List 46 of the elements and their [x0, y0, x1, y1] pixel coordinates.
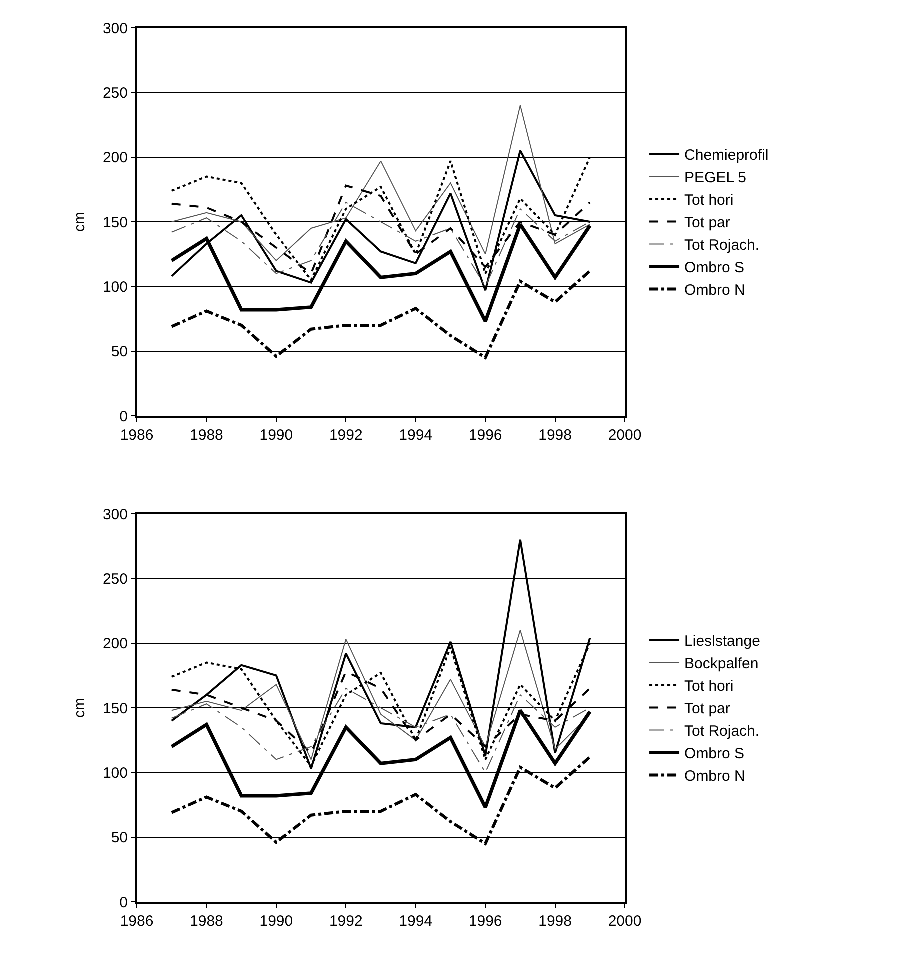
x-tick-label: 1988 [190, 427, 224, 444]
y-tick-label: 150 [102, 214, 128, 232]
y-axis-title: cm [72, 212, 89, 232]
y-tick-label: 50 [111, 344, 128, 361]
y-tick-label: 250 [102, 570, 128, 588]
legend-label: Ombro N [684, 282, 746, 300]
y-tick-label: 100 [102, 764, 128, 782]
legend-label: PEGEL 5 [684, 170, 747, 187]
y-tick-label: 0 [120, 894, 128, 912]
y-tick-label: 300 [102, 506, 128, 524]
y-axis-title: cm [72, 698, 89, 718]
legend-label: Tot Rojach. [684, 723, 760, 740]
legend-label: Tot par [684, 700, 730, 718]
x-tick-label: 1992 [329, 427, 363, 444]
x-tick-label: 2000 [608, 427, 642, 444]
x-tick-label: 1990 [260, 427, 294, 444]
y-tick-label: 200 [102, 636, 128, 653]
legend-label: Tot hori [684, 192, 734, 210]
y-tick-label: 100 [102, 278, 128, 296]
legend-label: Bockpalfen [684, 656, 759, 673]
legend-label: Tot Rojach. [684, 237, 760, 254]
y-tick-label: 150 [102, 700, 128, 718]
x-tick-label: 1994 [399, 427, 433, 444]
x-tick-label: 2000 [608, 913, 642, 930]
x-tick-label: 1992 [329, 913, 363, 930]
x-tick-label: 1986 [120, 913, 154, 930]
y-tick-label: 300 [102, 20, 128, 38]
x-tick-label: 1998 [538, 913, 572, 930]
legend-label: Ombro N [684, 768, 746, 786]
x-tick-label: 1990 [260, 913, 294, 930]
legend-label: Lieslstange [684, 633, 760, 650]
x-tick-label: 1986 [120, 427, 154, 444]
y-tick-label: 50 [111, 830, 128, 847]
x-tick-label: 1994 [399, 913, 433, 930]
legend-label: Chemieprofil [684, 147, 769, 164]
x-tick-label: 1996 [468, 913, 502, 930]
legend-label: Ombro S [684, 260, 745, 277]
x-tick-label: 1988 [190, 913, 224, 930]
x-tick-label: 1996 [468, 427, 502, 444]
legend-label: Tot par [684, 214, 730, 232]
y-tick-label: 250 [102, 84, 128, 102]
legend-label: Tot hori [684, 678, 734, 696]
legend-label: Ombro S [684, 746, 745, 763]
x-tick-label: 1998 [538, 427, 572, 444]
y-tick-label: 200 [102, 150, 128, 167]
y-tick-label: 0 [120, 408, 128, 426]
